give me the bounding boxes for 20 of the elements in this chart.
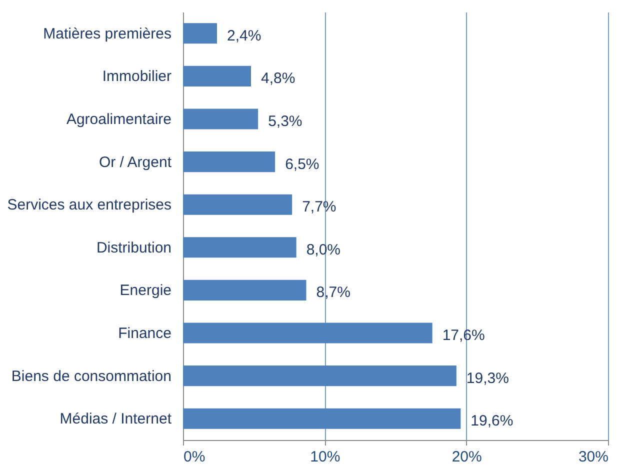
y-tick-label: Distribution <box>96 239 172 256</box>
y-tick-label: Finance <box>118 325 172 342</box>
x-tick-label: 0% <box>184 448 206 466</box>
y-tick-label: Or / Argent <box>98 154 172 171</box>
data-label: 19,3% <box>466 370 509 387</box>
data-label: 6,5% <box>285 156 320 173</box>
x-tick-label: 30% <box>578 448 608 466</box>
y-tick-label: Médias / Internet <box>60 410 172 428</box>
data-label: 19,6% <box>470 412 514 430</box>
y-tick-label: Matières premières <box>43 25 172 42</box>
data-label: 2,4% <box>227 27 262 44</box>
y-tick-label: Energie <box>120 282 172 300</box>
x-tick-label: 10% <box>310 448 340 466</box>
y-tick-label: Services aux entreprises <box>7 196 172 214</box>
x-tick-label: 20% <box>452 448 482 466</box>
y-tick-label: Agroalimentaire <box>66 111 172 128</box>
y-tick-label: Immobilier <box>102 68 172 86</box>
y-tick-label: Biens de consommation <box>11 368 172 385</box>
data-label: 4,8% <box>261 70 296 88</box>
data-label: 5,3% <box>268 113 302 130</box>
